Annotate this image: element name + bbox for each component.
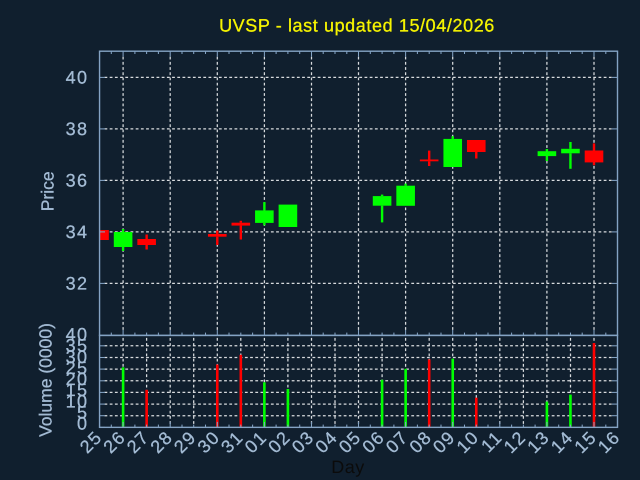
svg-text:32: 32 (66, 274, 89, 294)
svg-text:UVSP - last updated 15/04/2026: UVSP - last updated 15/04/2026 (219, 16, 495, 36)
svg-text:35: 35 (66, 336, 89, 356)
svg-text:40: 40 (66, 68, 89, 88)
svg-text:5: 5 (77, 403, 88, 423)
svg-text:Volume (0000): Volume (0000) (35, 323, 55, 437)
svg-text:30: 30 (66, 347, 89, 367)
svg-text:36: 36 (66, 171, 89, 191)
svg-text:40: 40 (66, 325, 89, 345)
svg-text:25: 25 (66, 358, 89, 378)
svg-text:Day: Day (331, 457, 365, 477)
svg-text:20: 20 (66, 369, 89, 389)
svg-text:38: 38 (66, 119, 89, 139)
svg-text:0: 0 (77, 414, 88, 434)
svg-text:Price: Price (38, 171, 58, 211)
svg-text:10: 10 (66, 391, 89, 411)
svg-text:15: 15 (66, 380, 89, 400)
svg-text:34: 34 (66, 222, 89, 242)
